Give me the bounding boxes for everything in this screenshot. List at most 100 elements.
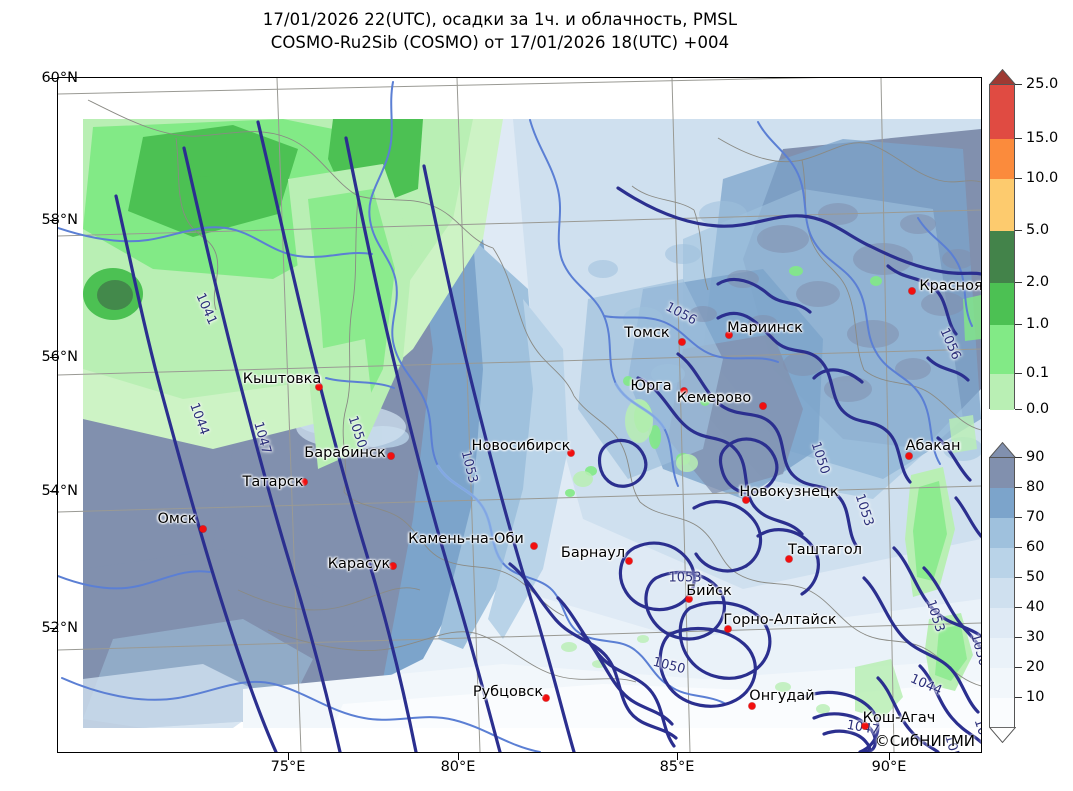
city-label-omsk: Омск [157, 511, 197, 527]
city-label-ongudai: Онгудай [749, 688, 815, 704]
y-tick-mark [50, 357, 57, 359]
colorbar-tick-label-01: 0.1 [1026, 365, 1050, 381]
x-tick-mark [288, 753, 290, 760]
city-dot-gorno-altaysk[interactable] [724, 625, 732, 633]
city-dot-tashtagol[interactable] [785, 555, 793, 563]
colorbar-band-70-80 [990, 518, 1014, 548]
colorbar-tick [1015, 230, 1022, 232]
colorbar-tick-label-40: 40 [1026, 599, 1045, 615]
city-dot-mariinsk[interactable] [725, 331, 733, 339]
y-tick-mark [50, 78, 57, 80]
colorbar-band-50-60 [990, 578, 1014, 608]
city-dot-kemerovo[interactable] [759, 402, 767, 410]
colorbar-band-15-25 [990, 85, 1014, 139]
city-dot-krasnoyarsk[interactable] [908, 287, 916, 295]
colorbar-tick-label-100: 10.0 [1026, 170, 1059, 186]
x-tick-mark [889, 753, 891, 760]
city-dot-tomsk[interactable] [678, 338, 686, 346]
city-dot-biysk[interactable] [685, 595, 693, 603]
city-label-tashtagol: Таштагол [787, 542, 863, 558]
isobar-label: 1053 [668, 570, 702, 586]
colorbar-tick-label-10: 10 [1026, 689, 1045, 705]
y-tick-label-60n: 60°N [41, 70, 78, 86]
title-line-1: 17/01/2026 22(UTC), осадки за 1ч. и обла… [262, 10, 738, 29]
colorbar-band-60-70 [990, 548, 1014, 578]
colorbar-band-40-50 [990, 608, 1014, 638]
colorbar-tick [1015, 282, 1022, 284]
city-label-tomsk: Томск [624, 325, 670, 341]
y-tick-label-58n: 58°N [41, 212, 78, 228]
city-dot-rubtsovsk[interactable] [542, 694, 550, 702]
city-label-novokuznetsk: Новокузнецк [739, 484, 839, 500]
colorbar-tick [1015, 138, 1022, 140]
y-tick-label-54n: 54°N [41, 483, 78, 499]
colorbar-tick [1015, 457, 1022, 459]
city-dot-omsk[interactable] [199, 525, 207, 533]
city-label-rubtsovsk: Рубцовск [472, 684, 544, 700]
colorbar-band-90-100 [990, 458, 1014, 488]
x-tick-label-85e: 85°E [659, 759, 695, 775]
colorbar-tick-label-10: 1.0 [1026, 316, 1050, 332]
city-dot-kyshtovka[interactable] [315, 383, 323, 391]
city-dot-kosh-agach[interactable] [861, 722, 869, 730]
x-tick-mark [677, 753, 679, 760]
colorbar-band-01-1 [990, 325, 1014, 374]
colorbar-band-0-01 [990, 374, 1014, 410]
city-dot-novosibirsk[interactable] [567, 449, 575, 457]
city-dot-abakan[interactable] [905, 452, 913, 460]
colorbar-tick [1015, 517, 1022, 519]
city-label-krasnoyarsk: Красноярск [919, 278, 981, 294]
city-label-kosh-agach: Кош-Агач [862, 710, 936, 726]
colorbar-band-10-15 [990, 139, 1014, 179]
city-dot-tatarsk[interactable] [300, 478, 308, 486]
colorbar-tick-label-50: 5.0 [1026, 222, 1050, 238]
colorbar-tick [1015, 373, 1022, 375]
y-tick-label-56n: 56°N [41, 349, 78, 365]
title-line-2: COSMO-Ru2Sib (COSMO) от 17/01/2026 18(UT… [270, 33, 730, 52]
colorbar-tick-label-60: 60 [1026, 539, 1045, 555]
y-tick-mark [50, 491, 57, 493]
map-overlay-layer [58, 78, 981, 752]
city-dot-barabinsk[interactable] [387, 452, 395, 460]
pmsl-isobars [114, 120, 981, 752]
colorbar-tick-label-150: 15.0 [1026, 130, 1059, 146]
city-dot-ongudai[interactable] [748, 702, 756, 710]
colorbar-tick-label-50: 50 [1026, 569, 1045, 585]
colorbar-tick [1015, 667, 1022, 669]
x-tick-label-90e: 90°E [871, 759, 907, 775]
colorbar-arrow-max-cloud-icon [988, 442, 1016, 458]
colorbar-band-30-40 [990, 638, 1014, 668]
city-dot-novokuznetsk[interactable] [742, 496, 750, 504]
colorbar-band-2-5 [990, 231, 1014, 283]
colorbar-tick-label-20: 2.0 [1026, 274, 1050, 290]
colorbar-tick-label-70: 70 [1026, 509, 1045, 525]
city-label-novosibirsk: Новосибирск [471, 438, 571, 454]
colorbar-tick [1015, 637, 1022, 639]
x-tick-label-75e: 75°E [270, 759, 306, 775]
city-label-kamen-na-obi: Камень-на-Оби [408, 531, 524, 547]
colorbar-tick-label-00: 0.0 [1026, 401, 1050, 417]
city-label-abakan: Абакан [905, 438, 961, 454]
river-halos [436, 382, 666, 564]
city-dot-karasuk[interactable] [389, 562, 397, 570]
city-label-barabinsk: Барабинск [304, 445, 386, 461]
colorbar-tick-label-250: 25.0 [1026, 76, 1059, 92]
colorbar-tick [1015, 178, 1022, 180]
colorbar-arrow-max-icon [988, 69, 1016, 85]
y-tick-mark [50, 220, 57, 222]
city-dot-barnaul[interactable] [625, 557, 633, 565]
map-frame: 1041 1044 1047 1050 1053 1056 1050 1053 … [57, 77, 982, 753]
colorbar-gradient-precip [989, 84, 1015, 410]
colorbar-tick-label-20: 20 [1026, 659, 1045, 675]
colorbar-tick [1015, 697, 1022, 699]
city-dot-yurga[interactable] [680, 387, 688, 395]
city-dot-kamen-na-obi[interactable] [530, 542, 538, 550]
colorbar-band-5-10 [990, 179, 1014, 231]
colorbar-tick [1015, 84, 1022, 86]
city-label-barnaul: Барнаул [560, 545, 626, 561]
city-label-biysk: Бийск [686, 583, 732, 599]
colorbar-band-80-90 [990, 488, 1014, 518]
x-tick-label-80e: 80°E [440, 759, 476, 775]
city-label-kemerovo: Кемерово [676, 390, 752, 406]
